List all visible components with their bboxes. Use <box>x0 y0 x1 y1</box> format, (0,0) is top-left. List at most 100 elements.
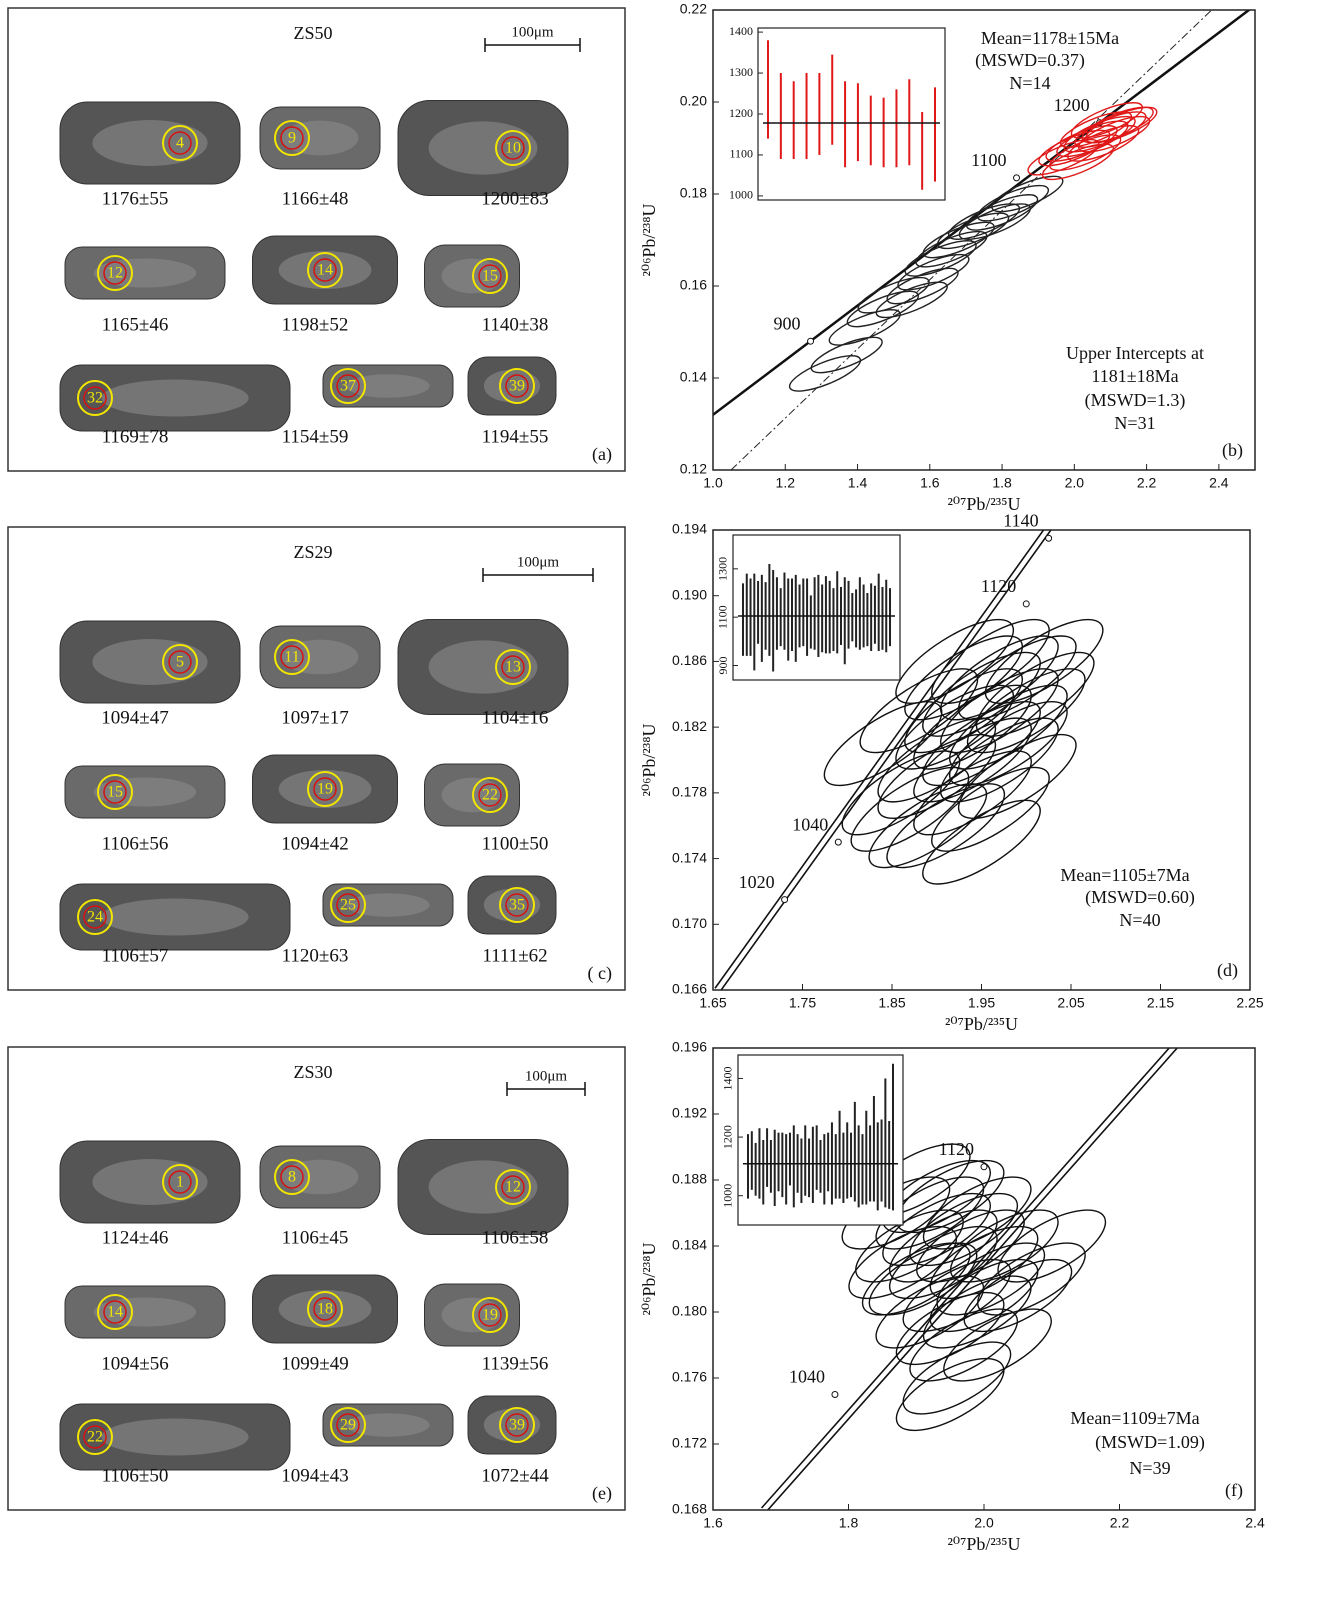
spot-number: 29 <box>340 1417 356 1434</box>
age-label: 1200 <box>1054 95 1090 115</box>
grain-zoning <box>429 1160 538 1213</box>
spot-number: 19 <box>317 781 333 798</box>
x-tick-label: 1.6 <box>703 1515 723 1531</box>
grain-age: 1176±55 <box>102 188 169 209</box>
age-label: 1020 <box>739 872 775 892</box>
spot-number: 1 <box>176 1174 184 1191</box>
grain-age: 1094±42 <box>281 833 348 854</box>
x-tick-label: 2.0 <box>974 1515 994 1531</box>
spot-number: 13 <box>505 659 521 676</box>
inset-tick-label: 1100 <box>716 605 730 629</box>
inset-tick-label: 900 <box>716 657 730 675</box>
age-marker <box>1023 601 1029 607</box>
y-axis-label: ²⁰⁶Pb/²³⁸U <box>639 724 659 797</box>
y-tick-label: 0.168 <box>672 1501 707 1517</box>
y-tick-label: 0.188 <box>672 1171 707 1187</box>
x-axis-label: ²⁰⁷Pb/²³⁵U <box>945 1014 1018 1034</box>
error-ellipse <box>872 275 951 324</box>
x-tick-label: 2.2 <box>1137 475 1157 491</box>
spot-number: 14 <box>317 262 333 279</box>
grain-age: 1139±56 <box>482 1353 549 1374</box>
grain-zoning <box>429 640 538 693</box>
grain-age: 1165±46 <box>102 314 169 335</box>
annotation: (MSWD=0.60) <box>1085 887 1195 908</box>
y-tick-label: 0.18 <box>680 185 707 201</box>
x-tick-label: 1.8 <box>992 475 1012 491</box>
y-tick-label: 0.174 <box>672 849 707 865</box>
grain-age: 1072±44 <box>481 1465 549 1486</box>
inset-tick-label: 1300 <box>716 557 730 581</box>
grain-age: 1111±62 <box>482 945 547 966</box>
grain-age: 1169±78 <box>102 426 169 447</box>
annotation: N=39 <box>1129 1458 1170 1478</box>
error-ellipse <box>825 303 904 352</box>
error-ellipse <box>900 1295 1028 1395</box>
spot-number: 24 <box>87 909 103 926</box>
panel-title: ZS29 <box>293 542 332 562</box>
y-tick-label: 0.20 <box>680 93 707 109</box>
inset-tick-label: 1100 <box>729 147 753 161</box>
grain-age: 1094±43 <box>281 1465 348 1486</box>
spot-number: 39 <box>509 378 525 395</box>
y-tick-label: 0.180 <box>672 1303 707 1319</box>
grain-age: 1200±83 <box>481 188 548 209</box>
spot-number: 35 <box>509 897 525 914</box>
inset-frame <box>758 28 945 200</box>
x-tick-label: 2.2 <box>1110 1515 1130 1531</box>
spot-number: 32 <box>87 390 103 407</box>
annotation: Upper Intercepts at <box>1066 343 1204 363</box>
panel-label: (f) <box>1225 1480 1243 1501</box>
y-tick-label: 0.192 <box>672 1105 707 1121</box>
spot-number: 15 <box>107 784 123 801</box>
annotation: (MSWD=1.3) <box>1085 390 1186 411</box>
x-tick-label: 1.8 <box>839 1515 859 1531</box>
scale-label: 100μm <box>517 554 560 570</box>
x-tick-label: 1.6 <box>920 475 940 491</box>
error-ellipse <box>786 349 865 398</box>
grain-zoning <box>101 899 248 936</box>
grain-age: 1100±50 <box>482 833 549 854</box>
x-tick-label: 2.05 <box>1057 995 1084 1011</box>
grain-age: 1094±47 <box>101 707 168 728</box>
spot-number: 14 <box>107 1304 123 1321</box>
y-tick-label: 0.22 <box>680 1 707 17</box>
y-tick-label: 0.12 <box>680 461 707 477</box>
spot-number: 18 <box>317 1301 333 1318</box>
annotation: N=31 <box>1114 413 1155 433</box>
spot-number: 22 <box>87 1429 103 1446</box>
x-axis-label: ²⁰⁷Pb/²³⁵U <box>948 1534 1021 1554</box>
panel-label: (a) <box>592 444 612 465</box>
grain-age: 1106±50 <box>102 1465 169 1486</box>
spot-number: 22 <box>482 787 498 804</box>
error-ellipse <box>954 1245 1082 1345</box>
annotation: (MSWD=0.37) <box>975 50 1085 71</box>
grain-age: 1166±48 <box>282 188 349 209</box>
x-tick-label: 1.4 <box>848 475 868 491</box>
x-tick-label: 1.65 <box>699 995 726 1011</box>
x-tick-label: 2.4 <box>1245 1515 1265 1531</box>
error-ellipse <box>933 1295 1061 1395</box>
annotation: Mean=1178±15Ma <box>981 28 1119 48</box>
inset-tick-label: 1300 <box>729 65 753 79</box>
grain-zoning <box>101 380 248 417</box>
grain-age: 1106±45 <box>282 1227 349 1248</box>
spot-number: 37 <box>340 378 356 395</box>
age-marker <box>835 839 841 845</box>
panel-title: ZS30 <box>293 1062 332 1082</box>
panel-title: ZS50 <box>293 23 332 43</box>
y-tick-label: 0.170 <box>672 915 707 931</box>
age-marker <box>1014 175 1020 181</box>
grain-zoning <box>101 1419 248 1456</box>
error-ellipse <box>807 330 886 379</box>
spot-number: 11 <box>284 649 299 666</box>
grain-age: 1140±38 <box>482 314 549 335</box>
spot-number: 25 <box>340 897 356 914</box>
age-marker <box>808 338 814 344</box>
age-label: 1040 <box>789 1367 825 1387</box>
panel-label: ( c) <box>588 963 612 984</box>
age-label: 1040 <box>792 814 828 834</box>
y-tick-label: 0.166 <box>672 981 707 997</box>
spot-number: 12 <box>505 1179 521 1196</box>
y-tick-label: 0.190 <box>672 586 707 602</box>
grain-age: 1099±49 <box>281 1353 348 1374</box>
